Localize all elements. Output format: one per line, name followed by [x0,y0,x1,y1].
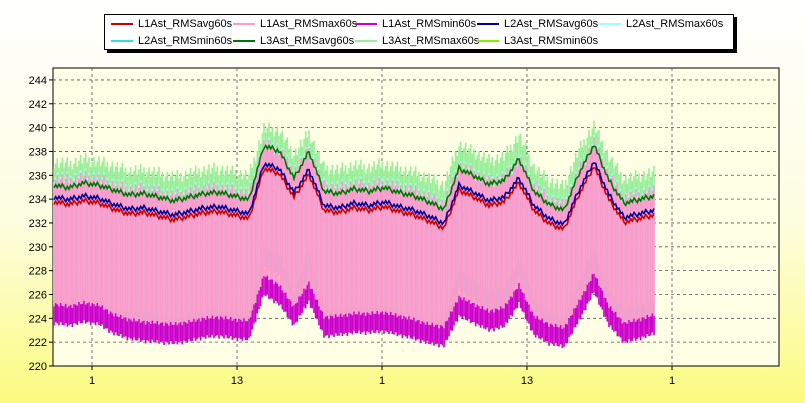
y-tick-label: 226 [29,289,47,301]
legend-swatch [355,39,377,42]
y-tick-label: 238 [29,146,47,158]
legend-item: L3Ast_RMSavg60s [233,32,354,49]
legend-swatch [599,22,621,25]
legend-item: L1Ast_RMSmin60s [355,15,476,32]
legend-item: L2Ast_RMSmin60s [111,32,232,49]
legend-label: L1Ast_RMSmax60s [260,17,358,30]
legend-swatch [355,22,377,25]
x-tick-label: 1 [89,375,95,387]
series-line-L2Ast_RMSavg60s [53,161,655,227]
legend-label: L2Ast_RMSmax60s [626,17,724,30]
legend-swatch [477,39,499,42]
legend-item: L2Ast_RMSmax60s [599,15,723,32]
legend-label: L1Ast_RMSmin60s [382,17,477,30]
legend-label: L3Ast_RMSavg60s [260,34,355,47]
x-axis: 1 13 1 13 1 [89,366,675,387]
legend-label: L3Ast_RMSmin60s [504,34,599,47]
legend-item: L3Ast_RMSmin60s [477,32,598,49]
y-tick-label: 220 [29,361,47,373]
legend-item: L1Ast_RMSmax60s [233,15,357,32]
y-tick-label: 242 [29,99,47,111]
y-tick-label: 236 [29,170,47,182]
y-tick-label: 244 [29,75,47,87]
y-tick-label: 222 [29,337,47,349]
series-lines [53,143,655,232]
legend-item: L3Ast_RMSmax60s [355,32,479,49]
x-tick-label: 13 [231,375,243,387]
y-tick-label: 232 [29,218,47,230]
x-tick-label: 1 [379,375,385,387]
legend-swatch [111,22,133,25]
legend-swatch [477,22,499,25]
legend-label: L3Ast_RMSmax60s [382,34,480,47]
legend-swatch [111,39,133,42]
legend-swatch [233,22,255,25]
legend-label: L2Ast_RMSmin60s [138,34,233,47]
series-line-L3Ast_RMSavg60s [53,143,655,213]
legend-swatch [233,39,255,42]
legend-item: L1Ast_RMSavg60s [111,15,232,32]
series-line-L1Ast_RMSavg60s [53,166,655,232]
legend: L1Ast_RMSavg60s L1Ast_RMSmax60s L1Ast_RM… [104,14,734,50]
y-tick-label: 228 [29,266,47,278]
y-tick-label: 230 [29,242,47,254]
legend-label: L2Ast_RMSavg60s [504,17,599,30]
y-tick-label: 224 [29,313,47,325]
y-axis: 220 222 224 226 228 230 232 234 236 238 240 242 244 [29,75,53,373]
x-tick-label: 13 [521,375,533,387]
x-tick-label: 1 [669,375,675,387]
legend-label: L1Ast_RMSavg60s [138,17,233,30]
y-tick-label: 234 [29,194,47,206]
legend-item: L2Ast_RMSavg60s [477,15,598,32]
y-tick-label: 240 [29,123,47,135]
